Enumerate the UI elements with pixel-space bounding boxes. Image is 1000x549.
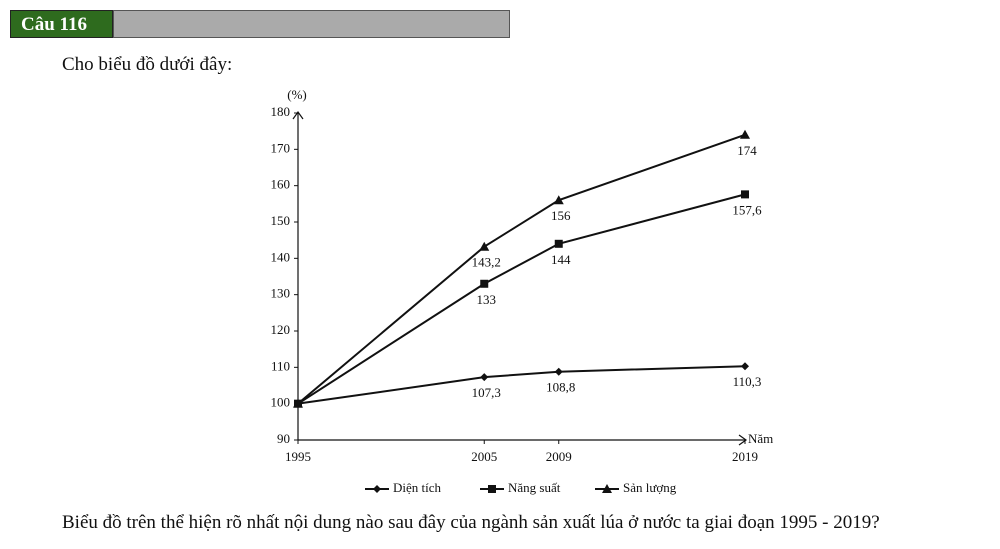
y-tick-label: 90 — [277, 431, 290, 446]
point — [741, 362, 749, 371]
legend-marker — [602, 484, 612, 493]
y-tick-label: 170 — [271, 140, 291, 155]
y-tick-label: 150 — [271, 213, 291, 228]
point — [554, 367, 563, 376]
y-tick-label: 140 — [271, 249, 291, 264]
point — [741, 190, 749, 199]
legend-marker — [488, 485, 496, 493]
value-label: 110,3 — [733, 374, 762, 389]
value-label: 144 — [551, 252, 571, 267]
y-tick-label: 100 — [271, 395, 291, 410]
x-tick-label: 2009 — [546, 449, 572, 464]
value-label: 108,8 — [546, 380, 575, 395]
y-tick-label: 110 — [271, 358, 290, 373]
value-label: 107,3 — [472, 385, 501, 400]
y-tick-label: 120 — [271, 322, 291, 337]
y-axis-label: (%) — [287, 87, 307, 102]
legend-label: Sản lượng — [623, 480, 677, 495]
legend-label: Diện tích — [393, 480, 442, 495]
legend-marker — [373, 485, 381, 493]
series-line — [297, 193, 746, 405]
point — [480, 279, 489, 288]
value-label: 133 — [477, 292, 497, 307]
point — [554, 239, 563, 248]
y-tick-label: 160 — [271, 177, 291, 192]
question-number: Câu 116 — [10, 10, 113, 38]
y-tick-label: 180 — [271, 104, 291, 119]
value-label: 156 — [551, 208, 571, 223]
legend-label: Năng suất — [508, 480, 561, 495]
y-tick-label: 130 — [271, 286, 291, 301]
x-tick-label: 2005 — [471, 449, 497, 464]
point — [479, 241, 490, 251]
x-tick-label: 2019 — [732, 449, 758, 464]
value-label: 143,2 — [472, 255, 501, 270]
header-bar — [113, 10, 510, 38]
point — [553, 195, 564, 205]
x-axis-label: Năm — [748, 431, 773, 446]
x-tick-label: 1995 — [285, 449, 311, 464]
question-text: Biểu đồ trên thể hiện rõ nhất nội dung n… — [62, 512, 880, 533]
intro-text: Cho biểu đồ dưới đây: — [62, 54, 233, 75]
x-axis-arrow — [738, 434, 748, 446]
point — [293, 398, 303, 408]
value-label: 157,6 — [732, 202, 762, 217]
value-label: 174 — [737, 143, 757, 158]
point — [740, 129, 750, 139]
y-axis-arrow — [292, 110, 304, 120]
series-line — [297, 365, 746, 405]
series-line — [297, 133, 746, 405]
point — [480, 373, 489, 382]
